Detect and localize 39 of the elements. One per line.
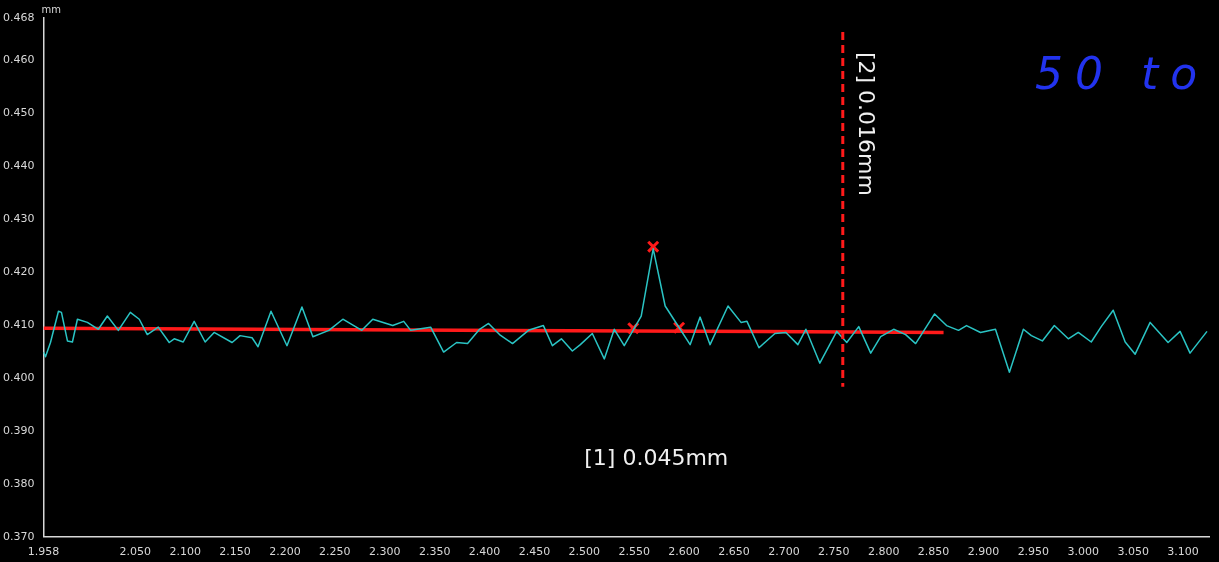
x-tick-label: 2.350 xyxy=(418,545,451,559)
y-tick-label: 0.440 xyxy=(2,159,35,173)
y-tick-label: 0.400 xyxy=(2,370,35,384)
y-tick-label: 0.430 xyxy=(2,212,35,226)
x-tick-label: 1.958 xyxy=(27,545,60,559)
x-tick-label: 2.050 xyxy=(119,545,152,559)
x-tick-label: 2.550 xyxy=(618,545,650,559)
x-tick-label: 2.900 xyxy=(967,545,1000,559)
x-tick-label: 2.200 xyxy=(269,545,301,559)
point xyxy=(646,240,660,254)
x-tick-label: 2.400 xyxy=(468,545,501,559)
y-tick-label: 0.450 xyxy=(2,106,35,120)
annotation: [2] 0.016mm xyxy=(854,51,880,196)
x-tick-label: 2.100 xyxy=(169,545,201,559)
y-tick-label: 0.390 xyxy=(2,423,35,437)
x-tick-label: 2.500 xyxy=(568,545,601,559)
x-tick-label: 3.050 xyxy=(1117,545,1149,559)
y-tick-label: 0.380 xyxy=(2,476,35,490)
annotation: [1] 0.045mm xyxy=(584,444,729,470)
x-tick-label: 2.950 xyxy=(1017,545,1050,559)
x-tick-label: 2.650 xyxy=(718,545,750,559)
y-tick-label: 0.370 xyxy=(2,529,35,543)
y-tick-label: 0.468 xyxy=(2,10,35,24)
x-tick-label: 2.600 xyxy=(668,545,700,559)
x-tick-label: 2.800 xyxy=(867,545,900,559)
x-tick-label: 2.150 xyxy=(219,545,251,559)
y-tick-label: 0.410 xyxy=(2,317,35,331)
x-tick-label: 3.000 xyxy=(1067,545,1100,559)
x-tick-label: 2.700 xyxy=(768,545,800,559)
x-tick-label: 2.250 xyxy=(319,545,351,559)
y-tick-label: 0.460 xyxy=(2,53,35,67)
x-tick-label: 2.750 xyxy=(818,545,850,559)
y-axis-title: mm xyxy=(41,3,61,15)
x-tick-label: 3.100 xyxy=(1167,545,1199,559)
x-tick-label: 2.300 xyxy=(369,545,401,559)
x-tick-label: 2.450 xyxy=(518,545,551,559)
annotation: 50 to xyxy=(1035,48,1211,99)
y-tick-label: 0.420 xyxy=(2,264,35,278)
x-tick-label: 2.850 xyxy=(917,545,950,559)
